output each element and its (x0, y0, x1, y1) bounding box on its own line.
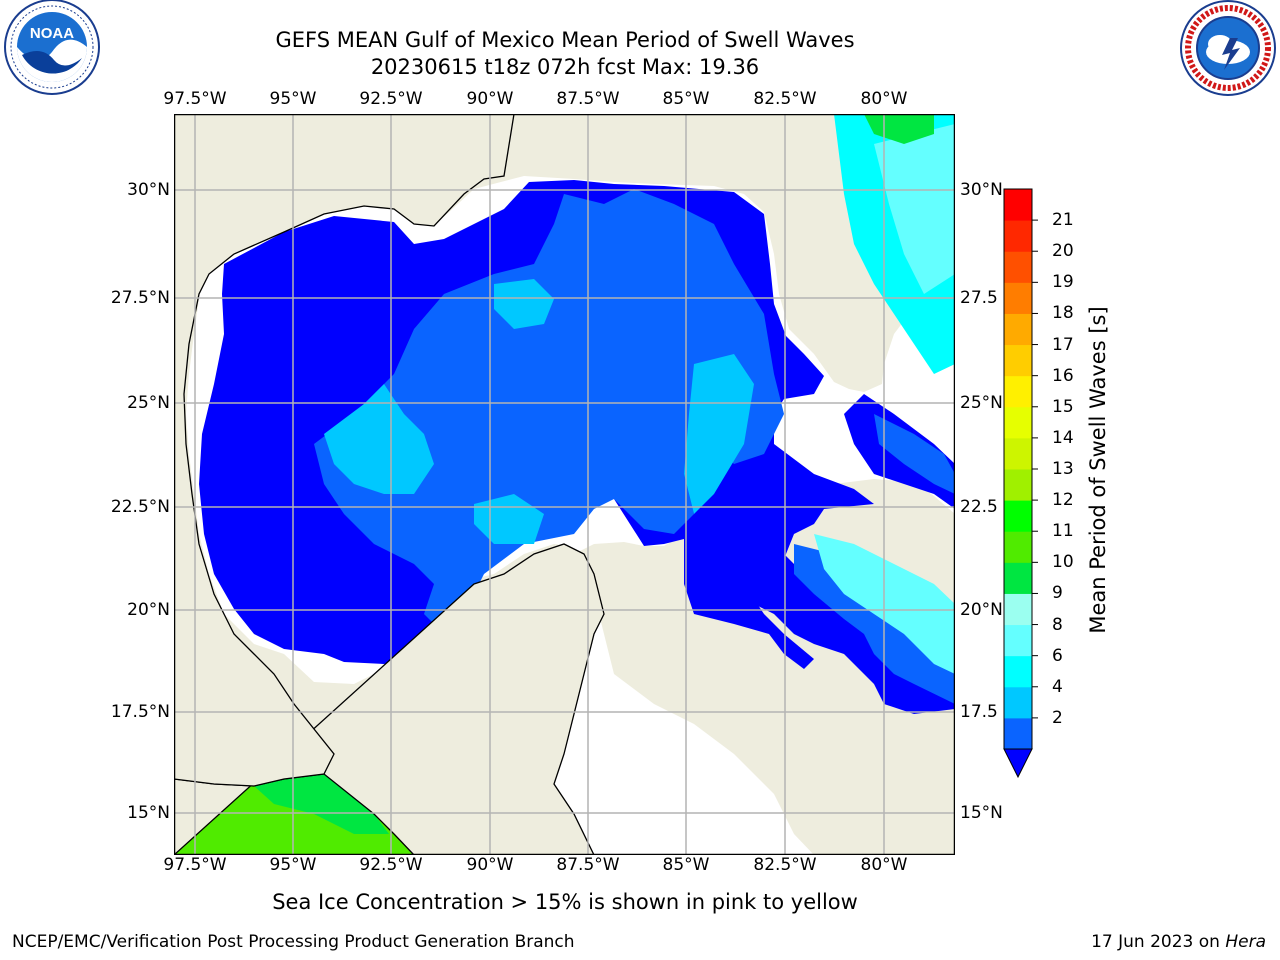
lon-label-bottom: 87.5°W (556, 855, 620, 875)
noaa-logo: NOAA (4, 0, 100, 95)
swell-4-6s-eastcentral (684, 354, 754, 514)
swell-4-6s (324, 384, 434, 494)
colorbar-segment (1004, 344, 1032, 377)
colorbar-segment (1004, 189, 1032, 221)
colorbar-segment (1004, 624, 1032, 657)
colorbar-segment (1004, 437, 1032, 470)
swell-4-6s-central (494, 279, 554, 329)
map-gridlines (174, 114, 955, 855)
colorbar-tick-label: 15 (1052, 396, 1074, 417)
colorbar-tick-label: 4 (1052, 676, 1063, 697)
colorbar-tick-label: 11 (1052, 521, 1074, 542)
lon-label-top: 97.5°W (163, 89, 227, 109)
colorbar-segment (1004, 562, 1032, 594)
lon-label-bottom: 82.5°W (753, 855, 817, 875)
swell-pacific-darkgreen (254, 772, 389, 834)
colorbar-segment (1004, 686, 1032, 719)
colorbar-tick-label: 10 (1052, 552, 1074, 573)
lat-label-left: 27.5°N (110, 288, 170, 308)
map-frame (174, 114, 955, 855)
lat-label-left: 20°N (127, 600, 170, 620)
lat-label-left: 15°N (127, 803, 170, 823)
colorbar-tick-label: 6 (1052, 645, 1063, 666)
lat-label-right: 20°N (960, 600, 1003, 620)
lat-label-right: 22.5 (960, 497, 998, 517)
colorbar-tick-label: 9 (1052, 583, 1063, 604)
colorbar-segment (1004, 313, 1032, 346)
colorbar-segment (1004, 655, 1032, 688)
lat-label-left: 17.5°N (110, 702, 170, 722)
colorbar-tick-label: 14 (1052, 427, 1074, 448)
footer-host: Hera (1225, 932, 1266, 952)
colorbar-segment (1004, 282, 1032, 314)
lon-label-top: 87.5°W (556, 89, 620, 109)
sea-ice-note: Sea Ice Concentration > 15% is shown in … (272, 890, 858, 914)
colorbar-segment (1004, 375, 1032, 408)
lon-label-top: 92.5°W (359, 89, 423, 109)
plot-title: GEFS MEAN Gulf of Mexico Mean Period of … (275, 28, 855, 52)
colorbar-segment (1004, 406, 1032, 439)
colorbar-tick-label: 20 (1052, 241, 1074, 262)
lat-label-left: 22.5°N (110, 497, 170, 517)
colorbar-tick-label: 21 (1052, 210, 1074, 231)
footer-date: 17 Jun 2023 on Hera (1091, 932, 1266, 952)
lon-label-bottom: 95°W (269, 855, 317, 875)
colorbar-segment (1004, 469, 1032, 501)
colorbar-tick-label: 17 (1052, 334, 1074, 355)
nws-logo (1180, 0, 1276, 96)
lat-label-right: 17.5 (960, 702, 998, 722)
colorbar-extend-arrow (1003, 748, 1033, 779)
colorbar-tick-label: 13 (1052, 459, 1074, 479)
colorbar-segment (1004, 251, 1032, 283)
swell-2-4s-east (874, 414, 955, 494)
footer-branch: NCEP/EMC/Verification Post Processing Pr… (12, 932, 575, 952)
lon-label-top: 82.5°W (753, 89, 817, 109)
svg-text:NOAA: NOAA (30, 25, 74, 42)
colorbar-tick-label: 12 (1052, 490, 1074, 511)
lat-label-right: 25°N (960, 393, 1003, 413)
lon-label-top: 80°W (860, 89, 908, 109)
colorbar-segment (1004, 531, 1032, 563)
west-coast-land (174, 114, 515, 787)
colorbar-segment (1004, 593, 1032, 626)
footer-date-text: 17 Jun 2023 on (1091, 932, 1226, 952)
swell-8-9s-atlantic (874, 124, 955, 294)
lon-label-bottom: 92.5°W (359, 855, 423, 875)
colorbar-segment (1004, 717, 1032, 750)
lat-label-left: 25°N (127, 393, 170, 413)
colorbar-label: Mean Period of Swell Waves [s] (1086, 306, 1110, 634)
lat-label-right: 27.5 (960, 288, 998, 308)
lon-label-bottom: 97.5°W (163, 855, 227, 875)
lat-label-right: 30°N (960, 180, 1003, 200)
colorbar (1003, 188, 1038, 779)
swell-2-4s-caribbean (794, 544, 955, 704)
lon-label-bottom: 85°W (662, 855, 710, 875)
colorbar-tick-label: 16 (1052, 365, 1074, 386)
lat-label-right: 15°N (960, 803, 1003, 823)
lon-label-bottom: 90°W (466, 855, 514, 875)
colorbar-tick-label: 18 (1052, 303, 1074, 324)
lon-label-top: 95°W (269, 89, 317, 109)
colorbar-tick-label: 2 (1052, 707, 1063, 728)
lon-label-bottom: 80°W (860, 855, 908, 875)
lat-label-left: 30°N (127, 180, 170, 200)
swell-9-10s-atlantic (864, 114, 934, 144)
plot-subtitle: 20230615 t18z 072h fcst Max: 19.36 (370, 55, 760, 79)
colorbar-tick-label: 19 (1052, 272, 1074, 293)
colorbar-segment (1004, 220, 1032, 252)
lon-label-top: 90°W (466, 89, 514, 109)
colorbar-segment (1004, 500, 1032, 532)
lon-label-top: 85°W (662, 89, 710, 109)
map-plot (174, 114, 955, 855)
colorbar-tick-label: 8 (1052, 614, 1063, 635)
swell-2-4s (314, 189, 784, 634)
